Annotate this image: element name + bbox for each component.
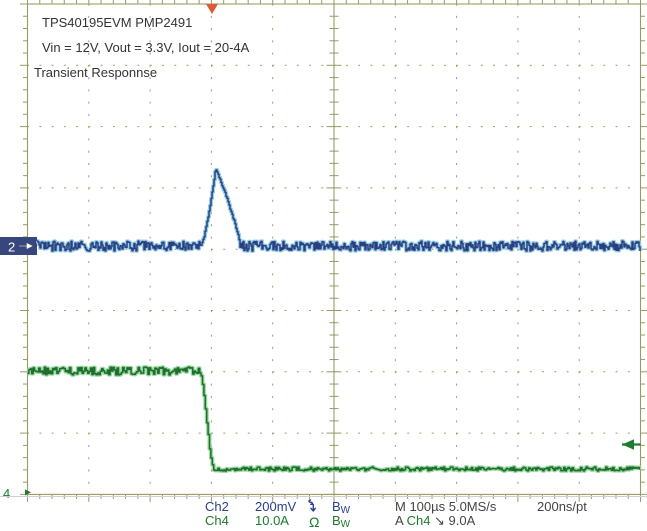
svg-text:M 100µs 5.0MS/s: M 100µs 5.0MS/s xyxy=(395,499,497,514)
svg-text:Ω: Ω xyxy=(309,514,319,530)
svg-text:10.0A: 10.0A xyxy=(255,513,289,528)
svg-text:2: 2 xyxy=(8,240,15,255)
svg-text:Transient Responnse: Transient Responnse xyxy=(34,65,157,80)
svg-text:4: 4 xyxy=(3,486,10,501)
svg-text:Ch4: Ch4 xyxy=(205,513,229,528)
svg-text:200mV: 200mV xyxy=(255,499,297,514)
svg-text:Ch2: Ch2 xyxy=(205,499,229,514)
svg-text:A Ch4 ↘ 9.0A: A Ch4 ↘ 9.0A xyxy=(395,513,476,528)
svg-text:200ns/pt: 200ns/pt xyxy=(537,499,587,514)
svg-text:Vin = 12V, Vout = 3.3V, Iout =: Vin = 12V, Vout = 3.3V, Iout = 20-4A xyxy=(42,40,250,55)
svg-text:TPS40195EVM PMP2491: TPS40195EVM PMP2491 xyxy=(42,15,192,30)
